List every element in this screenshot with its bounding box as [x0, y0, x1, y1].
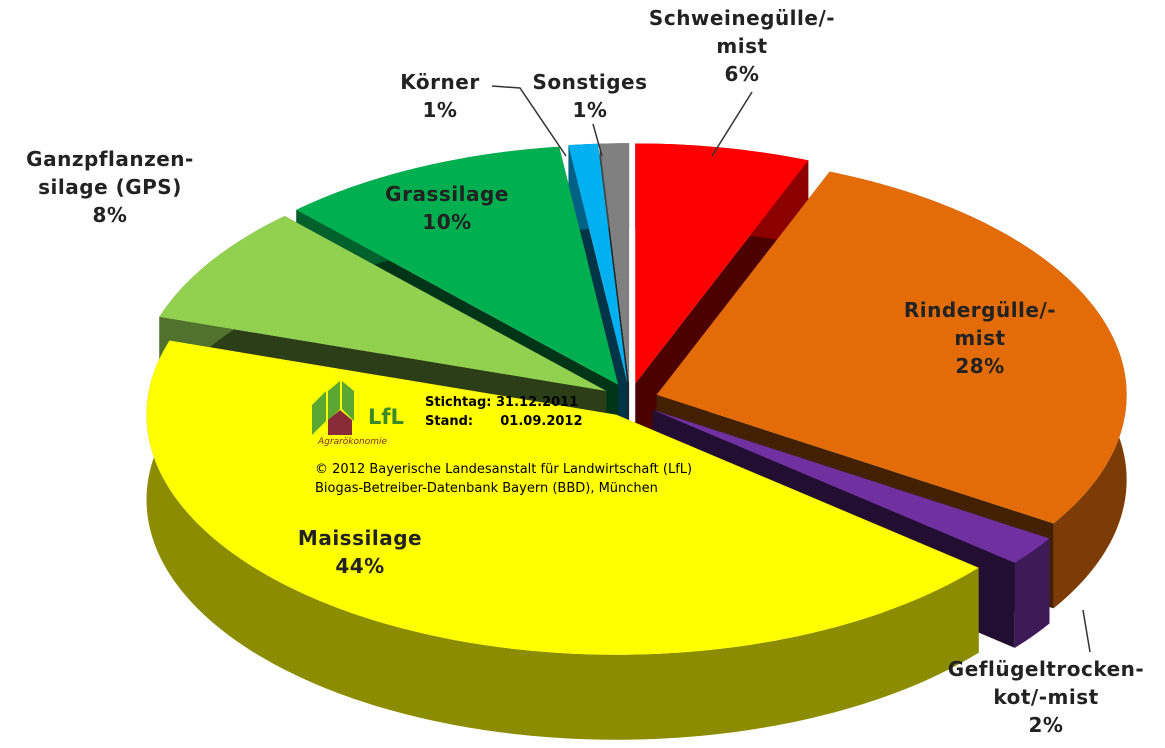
category-label: Körner	[400, 70, 480, 94]
value-label: 10%	[422, 210, 472, 234]
slice-outer-wall	[146, 340, 979, 740]
slice	[635, 143, 809, 384]
slice-label: Sonstiges 1%	[533, 68, 648, 124]
value-label: 8%	[92, 203, 128, 227]
value-label: 2%	[1028, 713, 1064, 737]
annotation: Biogas-Betreiber-Datenbank Bayern (BBD),…	[315, 481, 658, 496]
slice-outer-wall	[1014, 538, 1050, 648]
category-label: Ganzpflanzen- silage (GPS)	[26, 147, 194, 199]
logo-subtitle: Agrarökonomie	[318, 437, 388, 447]
slice-label: Körner 1%	[400, 68, 479, 124]
value-label: 44%	[335, 554, 385, 578]
category-label: Grassilage	[385, 182, 509, 206]
slice-label: Rindergülle/-mist 28%	[888, 296, 1073, 380]
slice-tops	[146, 143, 1127, 655]
category-label: Schweinegülle/- mist	[648, 6, 836, 58]
slice-label: Ganzpflanzen- silage (GPS) 8%	[26, 145, 194, 229]
leader-line	[491, 85, 567, 157]
annotation: Stand: 01.09.2012	[425, 414, 583, 429]
slice	[599, 143, 630, 384]
logo-text: LfL	[368, 405, 404, 429]
annotation: Stichtag: 31.12.2011	[425, 395, 579, 410]
slice	[568, 143, 628, 384]
leader-line	[1082, 609, 1091, 653]
category-label: Rindergülle/-mist	[903, 298, 1057, 350]
annotation: © 2012 Bayerische Landesanstalt für Land…	[315, 462, 693, 477]
logo-icon	[328, 410, 352, 435]
logo-icon	[312, 381, 354, 435]
value-label: 1%	[572, 98, 608, 122]
leader-line	[711, 91, 753, 157]
category-label: Geflügeltrocken- kot/-mist	[947, 657, 1145, 709]
slice-label: Schweinegülle/- mist 6%	[649, 4, 835, 88]
slice-label: Geflügeltrocken- kot/-mist 2%	[948, 655, 1144, 739]
value-label: 6%	[724, 62, 760, 86]
slice-label: Maissilage 44%	[298, 524, 422, 580]
category-label: Sonstiges	[532, 70, 648, 94]
slice	[159, 216, 607, 391]
value-label: 28%	[955, 354, 1005, 378]
value-label: 1%	[422, 98, 458, 122]
slice	[146, 340, 979, 655]
leader-line	[592, 123, 603, 157]
slice	[656, 171, 1127, 524]
slice	[652, 409, 1050, 563]
slice-label: Grassilage 10%	[385, 180, 509, 236]
slice	[296, 146, 619, 385]
category-label: Maissilage	[297, 526, 423, 550]
